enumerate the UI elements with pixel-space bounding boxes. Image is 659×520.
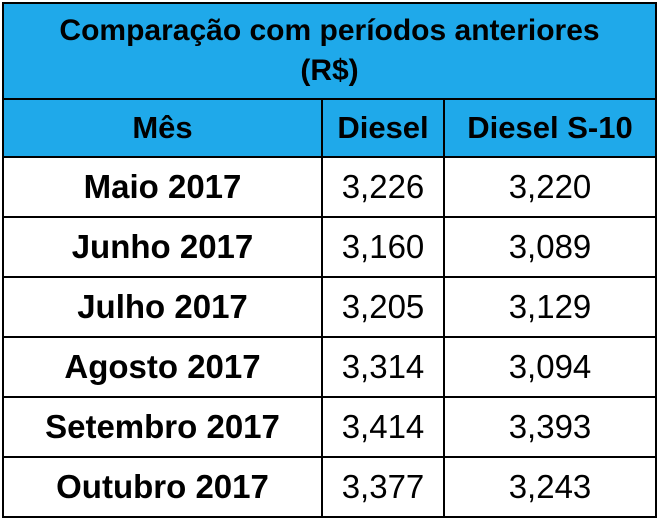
table-title-line2: (R$) — [300, 54, 359, 87]
diesel-s10-cell: 3,094 — [442, 336, 658, 398]
header-month: Mês — [2, 98, 323, 158]
diesel-cell: 3,377 — [321, 456, 445, 518]
diesel-cell: 3,314 — [321, 336, 445, 398]
diesel-s10-cell: 3,089 — [442, 216, 658, 278]
table-row: Setembro 2017 3,414 3,393 — [2, 396, 658, 458]
table-row: Julho 2017 3,205 3,129 — [2, 276, 658, 338]
title-row: Comparação com períodos anteriores (R$) — [1, 2, 658, 100]
diesel-cell: 3,205 — [321, 276, 445, 338]
header-diesel-s10: Diesel S-10 — [442, 98, 658, 158]
month-cell: Agosto 2017 — [2, 336, 323, 398]
diesel-s10-cell: 3,243 — [442, 456, 658, 518]
month-cell: Setembro 2017 — [2, 396, 323, 458]
month-cell: Junho 2017 — [2, 216, 323, 278]
diesel-cell: 3,226 — [321, 156, 445, 218]
month-cell: Outubro 2017 — [2, 456, 323, 518]
table-row: Agosto 2017 3,314 3,094 — [2, 336, 658, 398]
header-row: Mês Diesel Diesel S-10 — [2, 98, 658, 158]
diesel-s10-cell: 3,129 — [442, 276, 658, 338]
table-row: Maio 2017 3,226 3,220 — [2, 156, 658, 218]
diesel-s10-cell: 3,393 — [442, 396, 658, 458]
table-title-line1: Comparação com períodos anteriores — [59, 14, 600, 47]
month-cell: Julho 2017 — [2, 276, 323, 338]
diesel-cell: 3,414 — [321, 396, 445, 458]
month-cell: Maio 2017 — [2, 156, 323, 218]
table-title: Comparação com períodos anteriores (R$) — [1, 2, 658, 100]
diesel-cell: 3,160 — [321, 216, 445, 278]
table-row: Outubro 2017 3,377 3,243 — [2, 456, 658, 518]
header-diesel: Diesel — [321, 98, 445, 158]
table-row: Junho 2017 3,160 3,089 — [2, 216, 658, 278]
diesel-s10-cell: 3,220 — [442, 156, 658, 218]
